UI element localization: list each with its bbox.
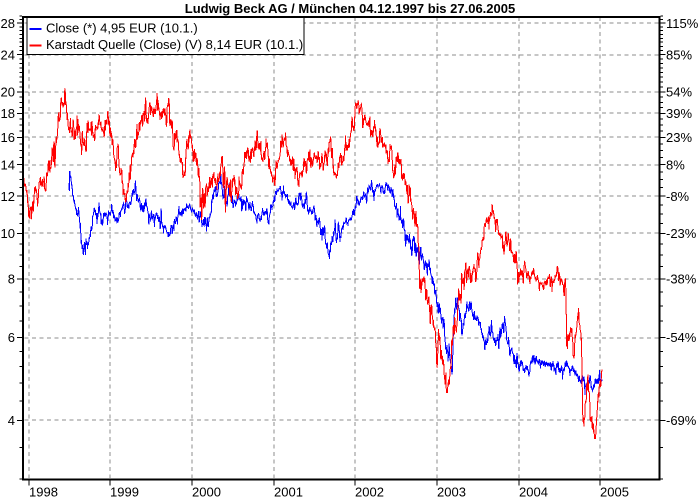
svg-text:Close (*) 4,95 EUR (10.1.): Close (*) 4,95 EUR (10.1.) — [46, 20, 198, 35]
svg-text:-23%: -23% — [666, 226, 697, 241]
svg-text:12: 12 — [1, 189, 15, 204]
svg-text:24: 24 — [1, 47, 15, 62]
svg-text:20: 20 — [1, 85, 15, 100]
svg-text:18: 18 — [1, 106, 15, 121]
svg-text:115%: 115% — [666, 16, 699, 31]
svg-text:39%: 39% — [666, 106, 692, 121]
svg-text:-8%: -8% — [666, 189, 690, 204]
svg-text:2005: 2005 — [600, 485, 629, 500]
svg-text:1998: 1998 — [29, 485, 58, 500]
svg-text:85%: 85% — [666, 47, 692, 62]
svg-text:-38%: -38% — [666, 272, 697, 287]
svg-text:8%: 8% — [666, 157, 685, 172]
svg-text:16: 16 — [1, 130, 15, 145]
svg-text:10: 10 — [1, 226, 15, 241]
svg-text:6: 6 — [8, 330, 15, 345]
svg-text:2001: 2001 — [274, 485, 303, 500]
svg-text:28: 28 — [1, 16, 15, 31]
svg-text:23%: 23% — [666, 130, 692, 145]
svg-text:2000: 2000 — [192, 485, 221, 500]
svg-text:2004: 2004 — [519, 485, 548, 500]
svg-text:14: 14 — [1, 157, 15, 172]
svg-text:4: 4 — [8, 413, 15, 428]
svg-text:1999: 1999 — [110, 485, 139, 500]
svg-text:54%: 54% — [666, 85, 692, 100]
svg-text:8: 8 — [8, 272, 15, 287]
svg-text:-54%: -54% — [666, 330, 697, 345]
svg-text:2003: 2003 — [437, 485, 466, 500]
svg-text:Karstadt Quelle (Close) (V) 8,: Karstadt Quelle (Close) (V) 8,14 EUR (10… — [46, 37, 303, 52]
svg-text:-69%: -69% — [666, 413, 697, 428]
svg-text:Ludwig Beck AG / München 04.12: Ludwig Beck AG / München 04.12.1997 bis … — [185, 1, 515, 16]
svg-text:2002: 2002 — [355, 485, 384, 500]
